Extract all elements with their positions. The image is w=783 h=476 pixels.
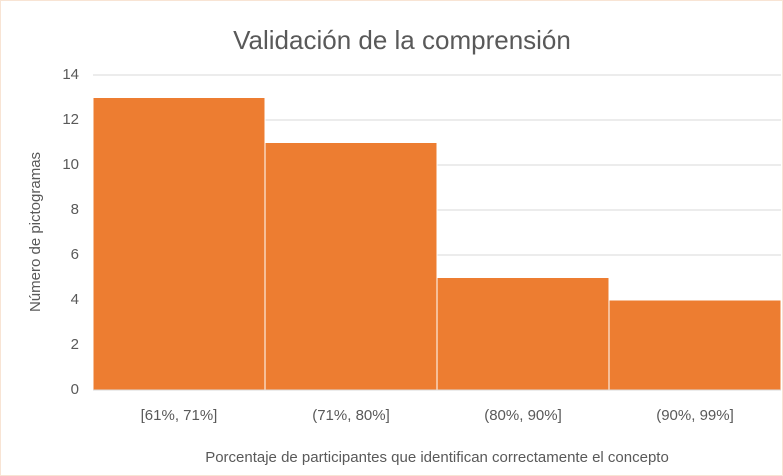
y-tick-label: 14 bbox=[62, 66, 79, 83]
y-axis-title: Número de pictogramas bbox=[27, 152, 44, 312]
x-tick-label: (90%, 99%] bbox=[656, 407, 734, 424]
y-tick-label: 2 bbox=[71, 336, 79, 353]
y-tick-label: 6 bbox=[71, 246, 79, 263]
y-tick-label: 8 bbox=[71, 201, 79, 218]
x-axis-title: Porcentaje de participantes que identifi… bbox=[205, 449, 669, 466]
bar bbox=[436, 277, 610, 391]
x-tick-label: (80%, 90%] bbox=[484, 407, 562, 424]
x-tick-label: (71%, 80%] bbox=[312, 407, 390, 424]
bar bbox=[92, 97, 266, 391]
y-tick-label: 0 bbox=[71, 381, 79, 398]
y-tick-label: 4 bbox=[71, 291, 79, 308]
x-tick-label: [61%, 71%] bbox=[141, 407, 218, 424]
y-tick-label: 12 bbox=[62, 111, 79, 128]
y-tick-label: 10 bbox=[62, 156, 79, 173]
chart-title: Validación de la comprensión bbox=[233, 25, 571, 55]
bar bbox=[264, 142, 438, 391]
bar bbox=[608, 299, 782, 391]
